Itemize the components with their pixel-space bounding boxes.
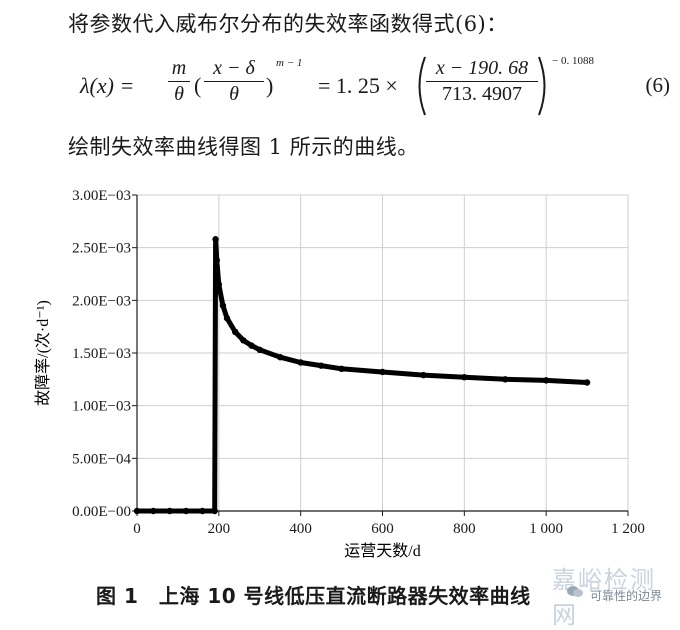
y-tick-label: 5.00E−04: [72, 451, 131, 467]
fraction-x-delta-numerator: x − δ: [213, 57, 255, 79]
equation-6: λ(x) = m θ ( x − δ θ ) m − 1 = 1. 25 × x…: [80, 55, 670, 125]
data-point: [256, 346, 263, 354]
data-point: [223, 315, 231, 322]
data-point: [211, 507, 218, 515]
exponent-minus-0-1088: − 0. 1088: [552, 55, 594, 67]
fraction-m-theta: m θ: [168, 57, 190, 106]
fraction-bar: [426, 81, 538, 82]
data-point: [199, 507, 206, 515]
y-tick-labels: 0.00E−00 5.00E−04 1.00E−03 1.50E−03 2.00E−03…: [72, 188, 131, 520]
y-tick-label: 1.00E−03: [72, 399, 131, 415]
fraction-m-denominator: θ: [174, 83, 184, 105]
y-tick-label: 3.00E−03: [72, 188, 131, 204]
exponent-m-minus-1: m − 1: [276, 57, 303, 69]
fraction-x-delta-theta: x − δ θ: [204, 57, 264, 106]
data-point: [338, 365, 345, 372]
y-tick-label: 2.00E−03: [72, 293, 131, 309]
x-tick-label: 1 000: [529, 521, 563, 537]
close-paren: ): [266, 73, 274, 98]
data-point: [248, 342, 255, 349]
data-point: [502, 376, 509, 383]
equation-number: (6): [645, 73, 671, 97]
watermark-subtitle: 可靠性的边界: [590, 589, 663, 603]
data-point: [166, 507, 173, 515]
big-close-paren: [538, 56, 546, 116]
intro-text: 将参数代入威布尔分布的失效率函数得式(6)：: [68, 12, 508, 36]
y-tick-label: 0.00E−00: [72, 504, 131, 520]
fraction-x-190-over-713: x − 190. 68 713. 4907: [426, 57, 538, 106]
wechat-icon: [567, 586, 583, 597]
x-tick-label: 600: [371, 521, 394, 537]
x-axis-label: 运营天数/d: [344, 542, 420, 560]
data-point: [182, 507, 190, 515]
data-point: [277, 354, 284, 361]
equation-middle: = 1. 25 ×: [318, 73, 398, 98]
chart-axes: [132, 194, 629, 516]
data-point: [215, 281, 223, 288]
chart-grid: [137, 194, 629, 511]
data-point: [297, 359, 304, 366]
fraction-x-delta-denominator: θ: [229, 83, 239, 105]
fraction-bar: [168, 81, 190, 82]
watermark-logo-text: 嘉峪检测网: [552, 566, 656, 629]
fraction-x-190-numerator: x − 190. 68: [435, 57, 529, 79]
data-point: [461, 374, 468, 381]
x-tick-label: 1 200: [611, 521, 645, 537]
data-point: [542, 377, 550, 384]
failure-rate-chart: 0.00E−00 5.00E−04 1.00E−03 1.50E−03 2.00E−03…: [34, 188, 645, 560]
y-tick-label: 1.50E−03: [72, 346, 131, 362]
data-point: [213, 257, 220, 264]
data-point: [150, 507, 157, 515]
x-tick-label: 400: [289, 521, 312, 537]
data-point: [133, 507, 141, 515]
x-tick-labels: 0 200 400 600 800 1 000 1 200: [133, 521, 645, 537]
equation-lhs: λ(x) =: [80, 73, 135, 98]
fraction-bar: [204, 81, 264, 82]
data-point: [583, 379, 591, 386]
data-point: [219, 302, 227, 309]
y-tick-label: 2.50E−03: [72, 241, 131, 257]
figure-caption: 图 1 上海 10 号线低压直流断路器失效率曲线: [96, 584, 531, 608]
fraction-713-denominator: 713. 4907: [442, 83, 522, 105]
open-paren: (: [194, 73, 202, 98]
data-point: [379, 368, 386, 376]
after-text: 绘制失效率曲线得图 1 所示的曲线。: [68, 135, 419, 159]
x-tick-label: 800: [453, 521, 476, 537]
data-point: [317, 362, 325, 369]
chart-series: [133, 236, 591, 515]
data-point: [240, 337, 247, 344]
failure-rate-line: [134, 236, 590, 514]
data-point: [232, 328, 239, 336]
data-point: [212, 236, 219, 243]
y-axis-label: 故障率/(次·d⁻¹): [34, 300, 52, 406]
fraction-m-numerator: m: [171, 57, 187, 79]
big-open-paren: [418, 56, 426, 116]
x-tick-label: 0: [133, 521, 141, 537]
x-tick-label: 200: [208, 521, 231, 537]
data-point: [420, 371, 427, 379]
